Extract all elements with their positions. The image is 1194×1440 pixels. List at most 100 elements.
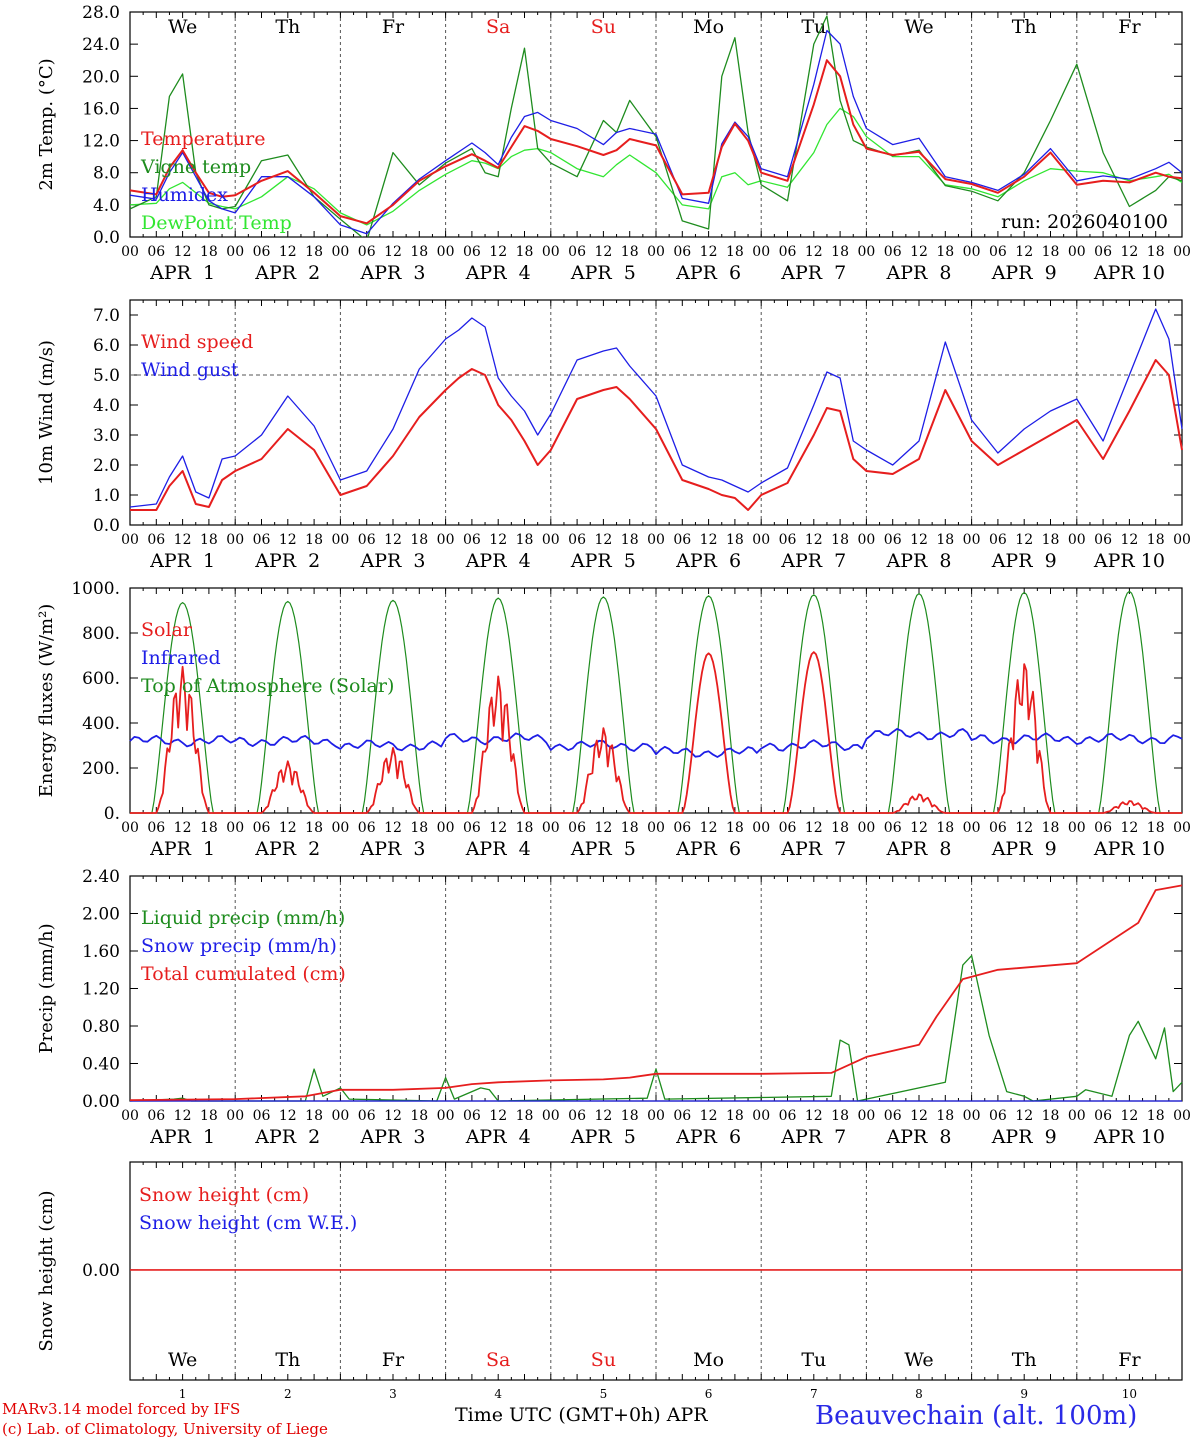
- y-tick-label: 2.40: [82, 867, 120, 887]
- hour-label: 00: [752, 244, 770, 260]
- hour-label: 18: [1042, 1108, 1060, 1124]
- y-tick-label: 0.00: [82, 1092, 120, 1112]
- y-tick-label: 5.0: [93, 366, 120, 386]
- hour-label: 06: [884, 244, 902, 260]
- hour-label: 18: [410, 244, 428, 260]
- hour-label: 00: [331, 1108, 349, 1124]
- day-number: 10: [1122, 1387, 1137, 1401]
- weekday-label: Su: [591, 16, 616, 38]
- legend-entry: Snow precip (mm/h): [141, 935, 337, 957]
- date-label: APR 5: [570, 1126, 636, 1148]
- hour-label: 18: [1147, 532, 1165, 548]
- legend-entry: Wind speed: [141, 331, 253, 353]
- hour-label: 12: [910, 532, 928, 548]
- hour-label: 12: [489, 532, 507, 548]
- y-tick-label: 0.00: [82, 1261, 120, 1281]
- hour-label: 00: [963, 244, 981, 260]
- date-label: APR 4: [465, 550, 531, 572]
- hour-label: 12: [1120, 820, 1138, 836]
- hour-label: 06: [779, 244, 797, 260]
- hour-label: 00: [331, 820, 349, 836]
- weekday-label: Mo: [693, 1349, 724, 1371]
- weekday-label: We: [904, 16, 933, 38]
- y-tick-label: 2.0: [93, 456, 120, 476]
- legend-entry: Humidex: [141, 184, 228, 206]
- hour-label: 06: [358, 532, 376, 548]
- hour-label: 12: [594, 820, 612, 836]
- hour-label: 06: [673, 532, 691, 548]
- y-tick-label: 0.0: [93, 516, 120, 536]
- y-tick-label: 0.40: [82, 1055, 120, 1075]
- hour-label: 18: [200, 244, 218, 260]
- y-tick-label: 1.60: [82, 942, 120, 962]
- hour-label: 12: [805, 532, 823, 548]
- temp-series-line: [130, 15, 1182, 237]
- weekday-label: Mo: [693, 16, 724, 38]
- hour-label: 12: [384, 1108, 402, 1124]
- hour-label: 00: [857, 1108, 875, 1124]
- hour-label: 06: [253, 1108, 271, 1124]
- weekday-label: Th: [275, 1349, 300, 1371]
- hour-label: 00: [752, 820, 770, 836]
- hour-label: 00: [437, 820, 455, 836]
- hour-label: 12: [1120, 244, 1138, 260]
- legend-entry: DewPoint Temp: [141, 212, 292, 234]
- y-tick-label: 20.0: [82, 67, 120, 87]
- hour-label: 18: [726, 820, 744, 836]
- hour-label: 06: [989, 532, 1007, 548]
- date-label: APR 7: [780, 262, 846, 284]
- hour-label: 06: [884, 532, 902, 548]
- hour-label: 12: [594, 244, 612, 260]
- hour-label: 00: [121, 820, 139, 836]
- legend-entry: Wind gust: [141, 359, 239, 381]
- hour-label: 06: [1094, 244, 1112, 260]
- y-tick-label: 1000.: [71, 579, 120, 599]
- hour-label: 00: [963, 820, 981, 836]
- weekday-label: Fr: [382, 16, 405, 38]
- date-label: APR 6: [675, 838, 741, 860]
- hour-label: 00: [647, 532, 665, 548]
- hour-label: 06: [358, 1108, 376, 1124]
- hour-label: 00: [121, 244, 139, 260]
- hour-label: 00: [1068, 532, 1086, 548]
- y-tick-label: 1.20: [82, 980, 120, 1000]
- hour-label: 06: [989, 244, 1007, 260]
- date-label: APR 9: [991, 838, 1057, 860]
- hour-label: 18: [831, 820, 849, 836]
- y-tick-label: 0.: [104, 804, 120, 824]
- date-label: APR 3: [360, 1126, 426, 1148]
- hour-label: 06: [147, 244, 165, 260]
- hour-label: 18: [200, 820, 218, 836]
- y-tick-label: 16.0: [82, 99, 120, 119]
- hour-label: 12: [489, 820, 507, 836]
- hour-label: 12: [279, 244, 297, 260]
- date-label: APR 6: [675, 550, 741, 572]
- hour-label: 18: [621, 820, 639, 836]
- y-tick-label: 3.0: [93, 426, 120, 446]
- y-axis-label: 10m Wind (m/s): [36, 340, 57, 485]
- hour-label: 18: [305, 1108, 323, 1124]
- hour-label: 06: [147, 532, 165, 548]
- hour-label: 12: [174, 244, 192, 260]
- hour-label: 00: [542, 1108, 560, 1124]
- hour-label: 00: [1173, 244, 1191, 260]
- hour-label: 18: [621, 1108, 639, 1124]
- hour-label: 12: [384, 532, 402, 548]
- lab-credit: (c) Lab. of Climatology, University of L…: [2, 1420, 328, 1438]
- date-label: APR 8: [886, 262, 952, 284]
- day-number: 5: [600, 1387, 608, 1401]
- hour-label: 06: [779, 820, 797, 836]
- day-number: 1: [179, 1387, 187, 1401]
- date-label: APR 3: [360, 262, 426, 284]
- y-tick-label: 200.: [82, 759, 120, 779]
- model-credit: MARv3.14 model forced by IFS: [2, 1400, 241, 1418]
- hour-label: 06: [147, 820, 165, 836]
- temp-series-line: [130, 107, 1182, 226]
- date-label: APR 10: [1093, 1126, 1165, 1148]
- hour-label: 00: [857, 244, 875, 260]
- date-label: APR 2: [254, 838, 320, 860]
- hour-label: 06: [253, 820, 271, 836]
- weekday-label: Tu: [801, 16, 826, 38]
- date-label: APR 5: [570, 262, 636, 284]
- hour-label: 00: [437, 532, 455, 548]
